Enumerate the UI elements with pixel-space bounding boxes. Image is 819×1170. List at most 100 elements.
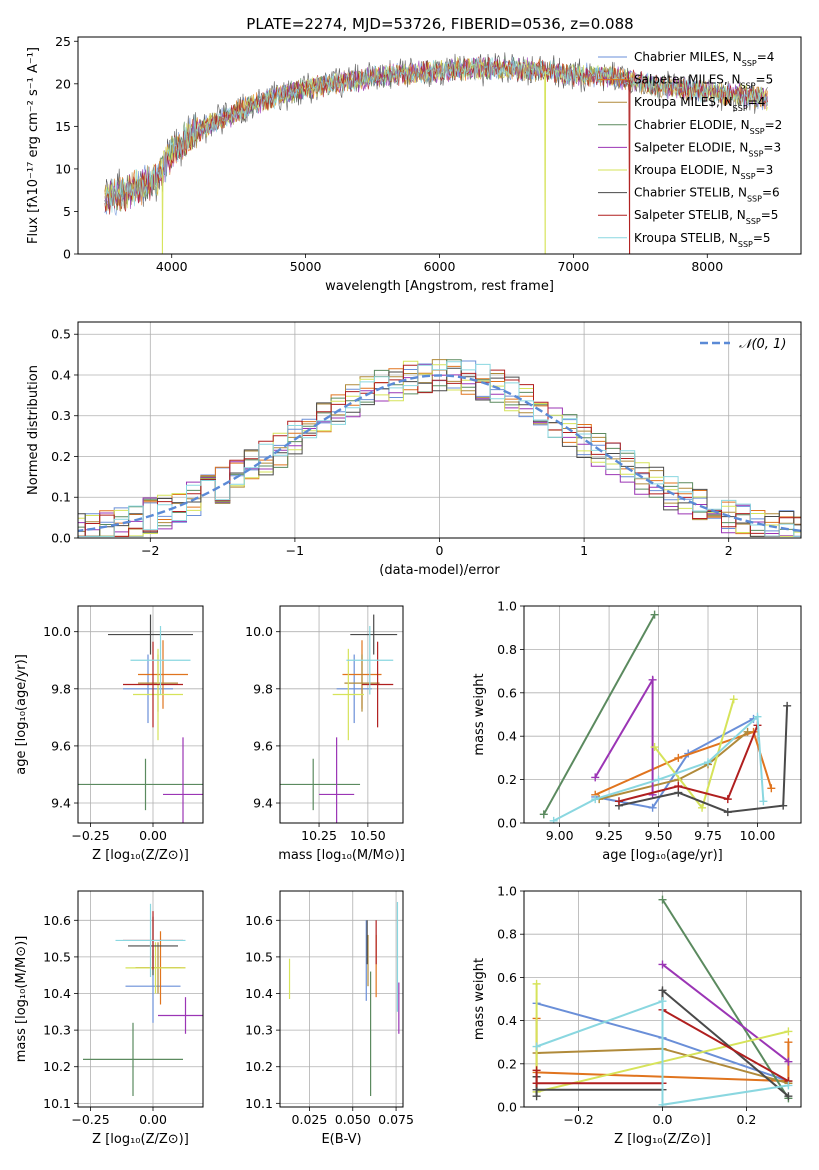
y-tick-label: 10.3 [245, 1023, 273, 1038]
axes-frame [279, 605, 404, 824]
x-axis-label: age [log₁₀(age/yr)] [602, 848, 723, 863]
histogram-series [78, 359, 801, 537]
x-tick-label: 0.025 [292, 1112, 328, 1127]
weight-point-marker [674, 782, 683, 791]
spectrum-legend: Chabrier MILES, NSSP=4 Salpeter MILES, NS… [598, 50, 782, 248]
axes-frame [523, 605, 802, 824]
weight-point-marker [743, 727, 752, 736]
y-tick-label: 0.4 [51, 367, 71, 382]
residuals-panel: −2 −1 0 1 2 0.0 0.1 0.2 0.3 0.4 0.5 (data-model)/er… [26, 321, 802, 578]
weight-line [536, 999, 789, 1106]
x-tick-label: 0.00 [139, 828, 167, 843]
x-tick-label: −0.25 [71, 828, 109, 843]
weight-point-marker [784, 1057, 793, 1066]
weight-line [618, 725, 759, 803]
x-tick-label: 9.75 [694, 828, 722, 843]
y-tick-label: 10.2 [245, 1059, 273, 1074]
weight-point-marker [648, 675, 657, 684]
x-tick-label: 0 [436, 543, 444, 558]
histogram-series [78, 367, 801, 537]
plot-area [83, 903, 203, 1097]
weight-point-marker [759, 797, 768, 806]
y-tick-label: 0.4 [497, 729, 517, 744]
y-tick-label: 0.2 [497, 1056, 517, 1071]
x-tick-label: 8000 [691, 259, 723, 274]
y-tick-label: 1.0 [497, 599, 517, 614]
plot-area [104, 52, 768, 254]
y-tick-label: 0.1 [51, 490, 71, 505]
y-tick-label: 10.2 [43, 1059, 71, 1074]
histogram-series [78, 359, 801, 537]
x-tick-label: 7000 [557, 259, 589, 274]
weight-point-marker [658, 997, 667, 1006]
mass-vs-ebv-panel: 0.025 0.050 0.075 10.1 10.2 10.3 10.4 10.5 10.6 E… [245, 890, 414, 1147]
x-axis-label: Z [log₁₀(Z/Z⊙)] [92, 1132, 189, 1147]
weight-point-marker [767, 784, 776, 793]
weight-point-marker [784, 1092, 793, 1101]
x-tick-label: −0.25 [71, 1112, 109, 1127]
legend-entry: Kroupa ELODIE, NSSP=3 [634, 163, 773, 181]
y-tick-label: 10.4 [245, 986, 273, 1001]
y-tick-label: 9.4 [253, 796, 273, 811]
y-tick-label: 0.0 [497, 816, 517, 831]
y-tick-label: 10 [55, 161, 71, 176]
y-tick-label: 0.6 [497, 970, 517, 985]
axes-frame [77, 605, 204, 824]
y-tick-label: 10.3 [43, 1023, 71, 1038]
y-tick-label: 9.4 [51, 796, 71, 811]
y-tick-label: 25 [55, 34, 71, 49]
legend-entry: Chabrier MILES, NSSP=4 [634, 50, 774, 68]
y-tick-label: 10.5 [43, 949, 71, 964]
y-tick-label: 5 [63, 204, 71, 219]
x-tick-label: 1 [580, 543, 588, 558]
weight-point-marker [723, 795, 732, 804]
y-tick-label: 0.8 [497, 927, 517, 942]
x-tick-label: 10.25 [301, 828, 337, 843]
weight-line [661, 963, 790, 1063]
plot-area [532, 895, 793, 1107]
weight-point-marker [658, 986, 667, 995]
y-tick-label: 9.6 [51, 738, 71, 753]
x-tick-label: 10.00 [740, 828, 776, 843]
y-tick-label: 0.3 [51, 408, 71, 423]
age-vs-metallicity-panel: −0.25 0.00 9.4 9.6 9.8 10.0 Z [log₁₀(Z/Z⊙)] age… [14, 605, 204, 863]
x-tick-label: 0.0 [653, 1112, 673, 1127]
reference-legend-label: 𝒩(0, 1) [739, 337, 786, 352]
weight-point-marker [753, 712, 762, 721]
y-tick-label: 0 [63, 247, 71, 262]
weight-vs-age-panel: 9.00 9.25 9.50 9.75 10.00 0.0 0.2 0.4 0.6 0.8 1.0 a… [472, 599, 802, 863]
y-tick-label: 20 [55, 76, 71, 91]
plot-area [288, 901, 400, 1097]
x-tick-label: 2 [725, 543, 733, 558]
y-axis-label: mass [log₁₀(M/M⊙)] [14, 936, 29, 1063]
y-tick-label: 0.4 [497, 1013, 517, 1028]
weight-point-marker [723, 808, 732, 817]
weight-point-marker [591, 795, 600, 804]
weight-point-marker [658, 1100, 667, 1107]
x-tick-label: 9.25 [595, 828, 623, 843]
y-axis-label: age [log₁₀(age/yr)] [14, 654, 29, 775]
x-tick-label: 9.00 [546, 828, 574, 843]
weight-point-marker [532, 979, 541, 988]
legend-entry: Chabrier STELIB, NSSP=6 [634, 186, 780, 204]
figure-title: PLATE=2274, MJD=53726, FIBERID=0536, z=0… [246, 15, 633, 33]
weight-vs-metallicity-panel: −0.2 0.0 0.2 0.0 0.2 0.4 0.6 0.8 1.0 Z [log₁₀(Z/Z… [472, 884, 802, 1147]
mass-vs-metallicity-panel: −0.25 0.00 10.1 10.2 10.3 10.4 10.5 10.6 Z [log₁… [14, 890, 204, 1147]
y-tick-label: 0.0 [497, 1100, 517, 1115]
weight-point-marker [614, 797, 623, 806]
x-axis-label: (data-model)/error [379, 563, 500, 578]
plot-area [539, 610, 792, 823]
weight-point-marker [654, 775, 663, 784]
weight-point-marker [549, 816, 558, 823]
y-tick-label: 1.0 [497, 884, 517, 899]
y-tick-label: 10.0 [245, 624, 273, 639]
spectrum-line [104, 57, 768, 213]
y-tick-label: 9.6 [253, 738, 273, 753]
legend-entry: Kroupa STELIB, NSSP=5 [634, 231, 771, 249]
gaussian-reference-curve [78, 374, 801, 533]
y-axis-label: Flux [fλ10⁻¹⁷ erg cm⁻² s⁻¹ A⁻¹] [26, 47, 41, 244]
weight-line [542, 614, 656, 815]
weight-point-marker [784, 1081, 793, 1090]
weight-point-marker [783, 701, 792, 710]
